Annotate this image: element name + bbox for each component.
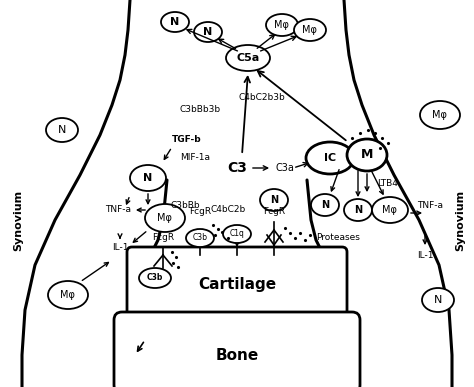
Text: N: N (434, 295, 442, 305)
Text: MIF-1a: MIF-1a (180, 154, 210, 163)
Text: Synovium: Synovium (455, 190, 465, 250)
Text: IL-1: IL-1 (112, 243, 128, 252)
Ellipse shape (139, 268, 171, 288)
Text: C3b: C3b (192, 233, 208, 243)
Text: C5a: C5a (237, 53, 260, 63)
Ellipse shape (266, 14, 298, 36)
Text: N: N (321, 200, 329, 210)
Text: Cartilage: Cartilage (198, 277, 276, 293)
Text: Mφ: Mφ (432, 110, 447, 120)
Ellipse shape (161, 12, 189, 32)
Ellipse shape (347, 139, 387, 171)
Text: LTB4: LTB4 (378, 178, 399, 187)
Text: C1q: C1q (229, 229, 245, 238)
Text: TGF-b: TGF-b (172, 135, 201, 144)
Ellipse shape (194, 22, 222, 42)
Text: Mφ: Mφ (157, 213, 173, 223)
Text: M: M (361, 149, 373, 161)
Text: N: N (58, 125, 66, 135)
FancyBboxPatch shape (127, 247, 347, 342)
Text: IC: IC (324, 153, 336, 163)
Ellipse shape (422, 288, 454, 312)
Text: TNF-a: TNF-a (105, 205, 131, 214)
Text: IL-1: IL-1 (417, 250, 433, 260)
Text: N: N (143, 173, 153, 183)
Text: C3: C3 (227, 161, 247, 175)
Text: Bone: Bone (215, 348, 259, 363)
Text: Mφ: Mφ (61, 290, 75, 300)
Ellipse shape (145, 204, 185, 232)
Text: C3bBb: C3bBb (170, 200, 200, 209)
Text: Proteases: Proteases (316, 233, 360, 243)
Text: C3bBb3b: C3bBb3b (180, 106, 220, 115)
Text: C4bC2b3b: C4bC2b3b (238, 94, 285, 103)
Text: FcgR: FcgR (263, 207, 285, 216)
Text: FcgR: FcgR (189, 207, 211, 216)
Ellipse shape (223, 225, 251, 243)
Ellipse shape (294, 19, 326, 41)
Text: TNF-a: TNF-a (417, 200, 443, 209)
Text: C3b: C3b (147, 274, 163, 283)
Ellipse shape (306, 142, 354, 174)
Ellipse shape (260, 189, 288, 211)
Text: N: N (170, 17, 180, 27)
Text: C3a: C3a (275, 163, 294, 173)
Ellipse shape (186, 229, 214, 247)
Ellipse shape (344, 199, 372, 221)
Text: Synovium: Synovium (13, 190, 23, 250)
Text: FcgR: FcgR (152, 233, 174, 243)
Ellipse shape (372, 197, 408, 223)
Text: Mφ: Mφ (302, 25, 318, 35)
Text: N: N (203, 27, 213, 37)
Ellipse shape (311, 194, 339, 216)
Ellipse shape (130, 165, 166, 191)
Text: Mφ: Mφ (383, 205, 398, 215)
Text: Mφ: Mφ (274, 20, 290, 30)
Text: N: N (354, 205, 362, 215)
Ellipse shape (48, 281, 88, 309)
Text: N: N (270, 195, 278, 205)
Ellipse shape (226, 45, 270, 71)
FancyBboxPatch shape (114, 312, 360, 387)
Ellipse shape (420, 101, 460, 129)
Text: C4bC2b: C4bC2b (210, 205, 246, 214)
Ellipse shape (46, 118, 78, 142)
